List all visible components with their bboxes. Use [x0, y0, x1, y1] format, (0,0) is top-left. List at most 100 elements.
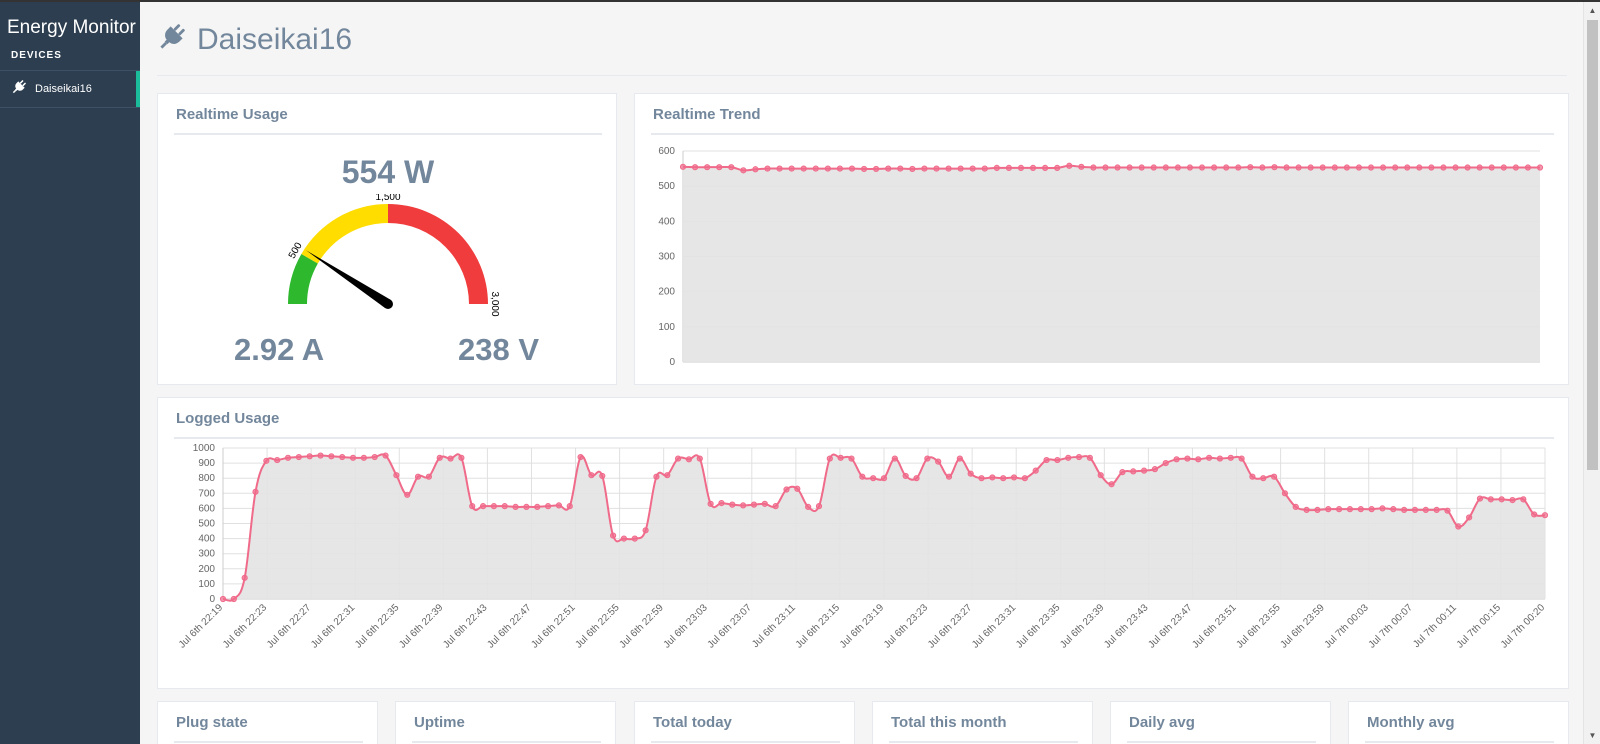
- data-point: [776, 165, 783, 172]
- data-point: [1078, 163, 1085, 170]
- data-point: [1065, 454, 1072, 461]
- scrollbar-thumb[interactable]: [1587, 20, 1598, 470]
- page-scrollbar[interactable]: ▲ ▼: [1583, 2, 1600, 744]
- data-point: [675, 455, 682, 462]
- card-title: Uptime: [414, 714, 465, 731]
- data-point: [696, 455, 703, 462]
- data-point: [679, 163, 687, 170]
- data-point: [1259, 164, 1266, 171]
- x-tick-label: Jul 7th 00:15: [1455, 602, 1504, 651]
- data-point: [1331, 164, 1338, 171]
- data-point: [1390, 506, 1397, 513]
- data-point: [885, 165, 892, 172]
- scroll-up-icon[interactable]: ▲: [1588, 6, 1597, 15]
- data-point: [1114, 164, 1121, 171]
- data-point: [1032, 467, 1039, 474]
- data-point: [1140, 467, 1148, 474]
- data-point: [848, 165, 856, 172]
- x-tick-label: Jul 6th 22:27: [265, 602, 314, 651]
- data-point: [339, 453, 346, 461]
- uptime-card: Uptime: [395, 701, 616, 744]
- data-point: [349, 454, 357, 461]
- data-point: [1346, 506, 1354, 513]
- data-point: [588, 472, 595, 479]
- gauge-needle: [306, 250, 391, 309]
- data-point: [1195, 456, 1202, 463]
- data-point: [1151, 466, 1159, 473]
- gauge-needle-hub: [383, 299, 393, 309]
- data-point: [1223, 164, 1230, 171]
- window-top-border: [0, 0, 1600, 2]
- data-point: [1260, 475, 1267, 482]
- data-point: [1476, 164, 1483, 171]
- panel-divider: [1365, 741, 1554, 743]
- gauge-tick-label: 3,000: [489, 291, 500, 316]
- data-point: [631, 535, 638, 542]
- area-fill: [223, 454, 1545, 601]
- data-point: [772, 503, 779, 510]
- data-point: [761, 500, 768, 507]
- data-point: [1270, 473, 1278, 480]
- x-tick-label: Jul 6th 23:43: [1102, 602, 1151, 651]
- x-tick-label: Jul 6th 23:27: [926, 602, 975, 651]
- card-title: Plug state: [176, 714, 248, 731]
- x-tick-label: Jul 6th 23:55: [1234, 602, 1283, 651]
- data-point: [837, 454, 844, 461]
- data-point: [981, 165, 988, 172]
- area-fill: [683, 165, 1540, 362]
- page-header: Daiseikai16: [157, 22, 352, 57]
- data-point: [1379, 164, 1387, 171]
- data-point: [1162, 460, 1169, 467]
- x-tick-label: Jul 6th 23:19: [838, 602, 887, 651]
- data-point: [1307, 164, 1314, 171]
- gauge-band: [301, 204, 388, 264]
- data-point: [1216, 455, 1224, 462]
- scroll-down-icon[interactable]: ▼: [1588, 731, 1597, 740]
- data-point: [1281, 490, 1289, 497]
- data-point: [490, 503, 498, 510]
- data-point: [360, 454, 367, 461]
- x-tick-label: Jul 6th 23:31: [970, 602, 1019, 651]
- realtime-trend-panel: Realtime Trend 0 100 200 300 400 500 600: [634, 93, 1569, 385]
- data-point: [815, 503, 823, 510]
- monthly-avg-card: Monthly avg: [1348, 701, 1569, 744]
- data-point: [1198, 164, 1206, 171]
- data-point: [1210, 164, 1218, 171]
- data-point: [1368, 506, 1375, 513]
- data-point: [704, 164, 711, 171]
- data-point: [897, 165, 904, 172]
- x-tick-label: Jul 6th 23:15: [794, 602, 843, 651]
- data-point: [783, 486, 790, 493]
- data-point: [1452, 164, 1459, 171]
- data-point: [860, 165, 868, 173]
- data-point: [1444, 507, 1451, 514]
- data-point: [836, 165, 844, 172]
- data-point: [306, 453, 313, 460]
- data-point: [664, 472, 671, 479]
- data-point: [404, 491, 411, 498]
- data-point: [1043, 456, 1050, 464]
- gauge-band: [388, 204, 488, 304]
- data-point: [1247, 164, 1254, 171]
- x-tick-label: Jul 6th 23:23: [882, 602, 931, 651]
- power-readout: 554 W: [341, 154, 435, 190]
- card-title: Total today: [653, 714, 732, 731]
- y-tick-label: 0: [669, 357, 675, 368]
- x-tick-label: Jul 6th 22:35: [353, 602, 402, 651]
- panel-title: Logged Usage: [176, 410, 280, 427]
- app-brand[interactable]: Energy Monitor: [7, 17, 136, 38]
- data-point: [1498, 496, 1505, 503]
- data-point: [1422, 506, 1429, 514]
- panel-divider: [651, 741, 840, 743]
- data-point: [805, 503, 812, 510]
- sidebar-item-daiseikai16[interactable]: Daiseikai16: [0, 70, 140, 108]
- data-point: [1162, 164, 1169, 171]
- data-point: [824, 165, 831, 172]
- data-point: [848, 455, 855, 462]
- data-point: [685, 456, 693, 463]
- data-point: [620, 535, 628, 542]
- data-point: [1075, 453, 1083, 461]
- page-title: Daiseikai16: [197, 22, 353, 56]
- data-point: [523, 503, 530, 510]
- data-point: [873, 165, 880, 173]
